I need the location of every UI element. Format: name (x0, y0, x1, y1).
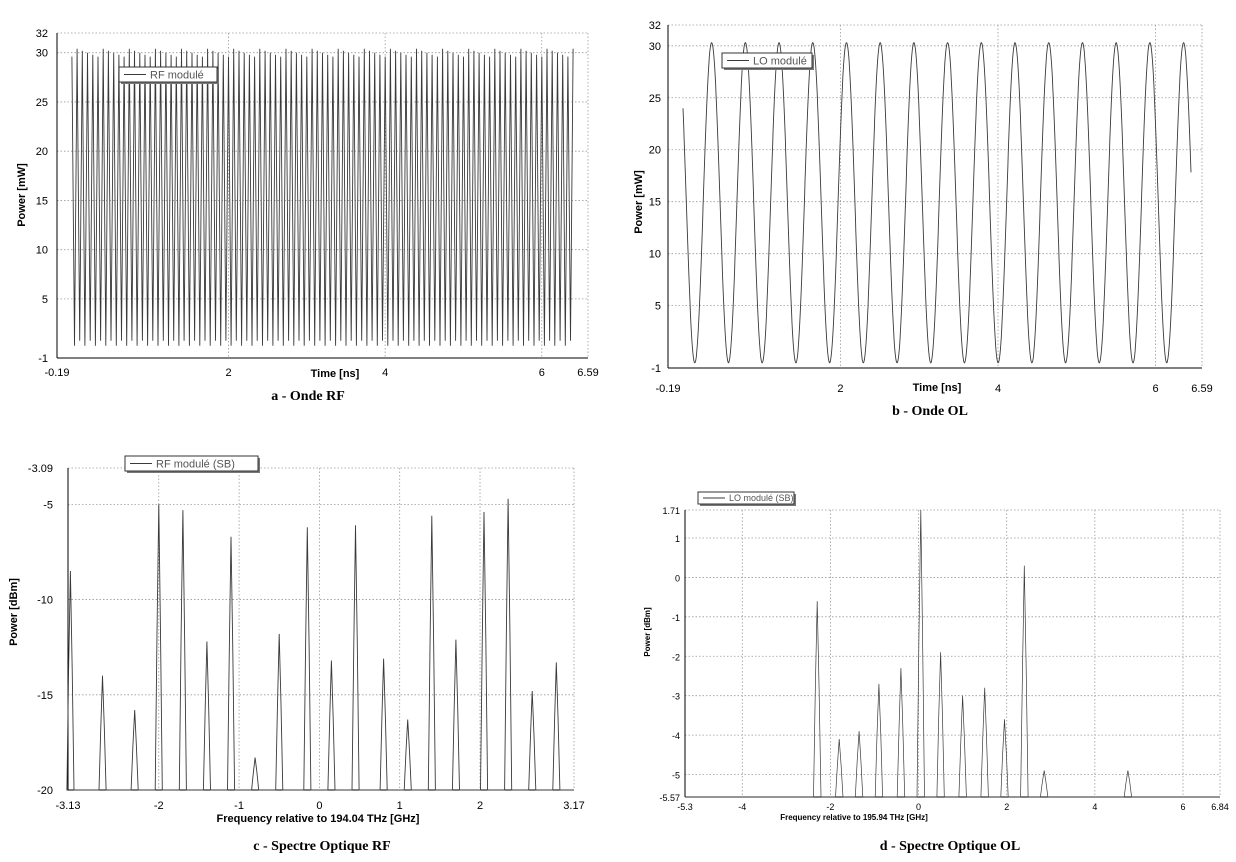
legend-label: LO modulé (753, 56, 807, 68)
y-tick-label: -3 (672, 692, 680, 702)
y-tick-label: 32 (649, 20, 661, 32)
chart-spectre-ol: -5.3 -4 -2 0 2 4 6 6.84 1.71 1 0 -1 -2 -3 -4 -5 -5.57 Fre… (643, 491, 1229, 854)
y-tick-label: -2 (672, 652, 680, 662)
chart-caption: c - Spectre Optique RF (253, 839, 390, 854)
x-axis-label: Time [ns] (913, 382, 962, 394)
y-tick-label: -5 (672, 771, 680, 781)
series-line (71, 48, 574, 346)
x-axis-label: Frequency relative to 195.94 THz [GHz] (780, 813, 928, 822)
x-tick-label: 3.17 (563, 800, 584, 812)
y-tick-label: 0 (675, 573, 680, 583)
y-axis-label: Power [dBm] (643, 607, 652, 657)
x-tick-label: 2 (477, 800, 483, 812)
x-tick-label: 6.59 (1191, 383, 1212, 395)
y-tick-label: 15 (36, 195, 48, 207)
x-tick-label: 2 (1004, 802, 1009, 812)
x-tick-label: 6.59 (577, 367, 598, 379)
x-tick-label: 2 (837, 383, 843, 395)
y-tick-label: -10 (37, 595, 53, 607)
x-tick-label: -0.19 (655, 383, 680, 395)
y-tick-label: -4 (672, 731, 680, 741)
legend-label: RF modulé (150, 70, 204, 82)
legend-box (697, 491, 795, 505)
x-tick-label: -3.13 (55, 800, 80, 812)
x-tick-label: 4 (1092, 802, 1097, 812)
x-tick-label: 1 (397, 800, 403, 812)
series-line (682, 42, 1192, 364)
y-tick-label: 25 (36, 97, 48, 109)
legend-box (721, 52, 813, 69)
y-tick-label: 25 (649, 93, 661, 105)
y-tick-label: 5 (42, 294, 48, 306)
x-tick-label: -5.3 (677, 802, 693, 812)
x-tick-label: -2 (154, 800, 164, 812)
x-tick-label: 4 (382, 367, 388, 379)
x-tick-label: -2 (826, 802, 834, 812)
x-tick-label: 6.84 (1211, 802, 1229, 812)
y-tick-label: -1 (672, 613, 680, 623)
y-tick-label: -20 (37, 785, 53, 797)
series-line (685, 509, 1220, 798)
y-tick-label: -1 (38, 353, 48, 365)
x-tick-label: 6 (1180, 802, 1185, 812)
x-tick-label: 0 (316, 800, 322, 812)
legend-box (124, 455, 259, 472)
y-tick-label: 32 (36, 28, 48, 40)
x-tick-label: 6 (539, 367, 545, 379)
y-tick-label: -5 (43, 499, 53, 511)
x-tick-label: -4 (738, 802, 746, 812)
x-tick-label: 0 (916, 802, 921, 812)
y-tick-label: -5.57 (659, 793, 680, 803)
x-tick-label: -0.19 (44, 367, 69, 379)
x-axis-label: Frequency relative to 194.04 THz [GHz] (217, 813, 420, 825)
chart-caption: a - Onde RF (271, 389, 345, 404)
y-axis-label: Power [mW] (633, 170, 645, 234)
y-tick-label: 15 (649, 197, 661, 209)
y-tick-label: -3.09 (28, 463, 53, 475)
chart-caption: b - Onde OL (892, 404, 968, 419)
x-tick-label: 2 (225, 367, 231, 379)
series-line (66, 498, 574, 791)
y-tick-label: 30 (36, 48, 48, 60)
x-axis-label: Time [ns] (311, 368, 360, 380)
chart-onde-ol: -0.19 2 4 6 6.59 32 30 25 20 15 10 5 -1 Time [ns] Powe… (633, 20, 1213, 419)
y-tick-label: 10 (36, 245, 48, 257)
y-tick-label: -1 (651, 363, 661, 375)
chart-spectre-rf: -3.13 -2 -1 0 1 2 3.17-3.09-5-10-15-20Frequenc… (8, 455, 585, 854)
x-tick-label: 6 (1152, 383, 1158, 395)
x-tick-label: -1 (234, 800, 244, 812)
y-axis-label: Power [dBm] (8, 578, 20, 646)
y-tick-label: 20 (36, 146, 48, 158)
y-tick-label: 10 (649, 249, 661, 261)
y-axis-label: Power [mW] (16, 163, 28, 227)
y-tick-label: 1.71 (662, 506, 680, 516)
y-tick-label: 30 (649, 41, 661, 53)
y-tick-label: 5 (655, 301, 661, 313)
legend-box (118, 66, 218, 83)
y-tick-label: -15 (37, 690, 53, 702)
x-tick-label: 4 (995, 383, 1001, 395)
y-tick-label: 20 (649, 145, 661, 157)
chart-caption: d - Spectre Optique OL (880, 839, 1021, 854)
legend-label: LO modulé (SB) (729, 493, 794, 503)
chart-onde-rf: -0.19 2 4 6 6.59 32 30 25 20 15 10 5 -1 Time [ns] Powe… (16, 28, 599, 404)
legend-label: RF modulé (SB) (156, 459, 235, 471)
y-tick-label: 1 (675, 534, 680, 544)
